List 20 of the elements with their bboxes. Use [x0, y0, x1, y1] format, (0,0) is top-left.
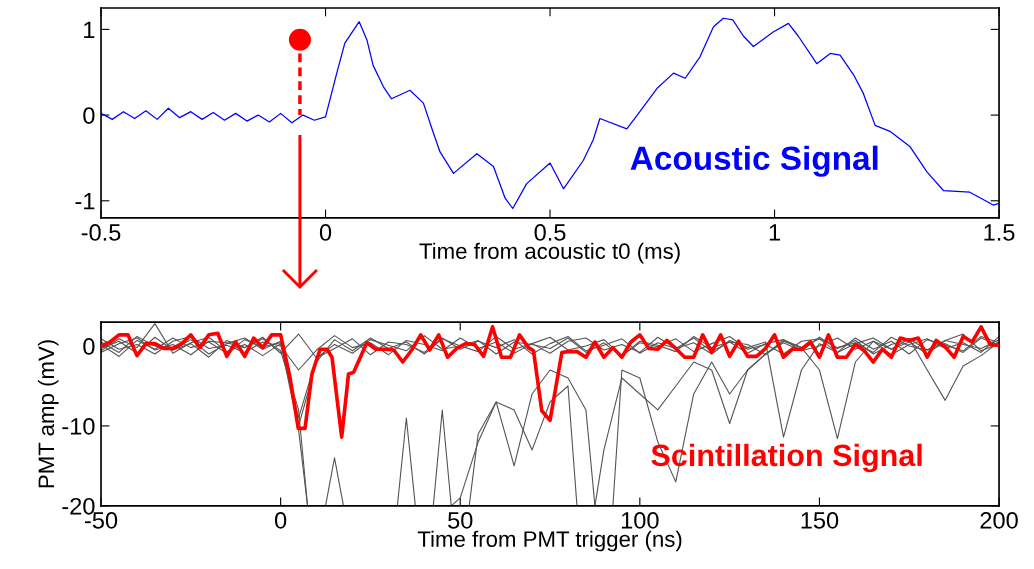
- y-tick-label: -10: [62, 418, 95, 435]
- x-tick-label: -0.5: [81, 224, 121, 241]
- x-axis-title: Time from acoustic t0 (ms): [419, 242, 680, 264]
- x-tick-label: 1.5: [984, 224, 1015, 241]
- x-tick-label: 50: [448, 512, 473, 529]
- x-tick-label: 1: [769, 224, 780, 241]
- x-tick-label: 150: [801, 512, 839, 529]
- y-tick-label: 0: [83, 338, 95, 355]
- x-axis-title: Time from PMT trigger (ns): [417, 530, 682, 552]
- x-tick-label: 0.5: [534, 224, 566, 241]
- x-tick-label: 0: [274, 512, 287, 529]
- annotation: Acoustic Signal: [630, 145, 878, 177]
- annotation: Scintillation Signal: [651, 443, 922, 473]
- x-tick-label: 0: [319, 224, 332, 241]
- x-tick-label: 100: [621, 512, 659, 529]
- x-tick-label: 200: [980, 512, 1018, 529]
- y-tick-label: 1: [84, 21, 95, 38]
- y-tick-label: -1: [75, 193, 95, 210]
- y-tick-label: 0: [83, 107, 95, 124]
- y-axis-title: PMT amp (mV): [37, 340, 59, 488]
